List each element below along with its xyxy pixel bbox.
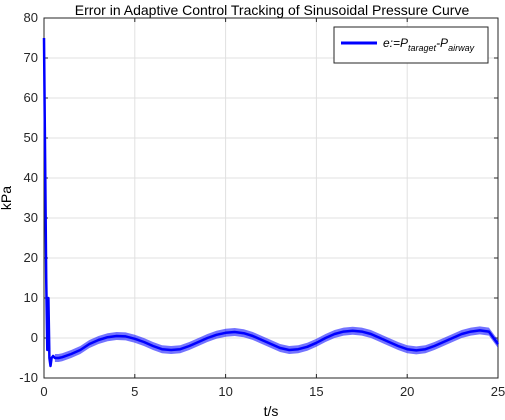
series-layer (42, 37, 500, 368)
y-tick-label: 70 (24, 50, 38, 65)
x-tick-label: 0 (40, 384, 47, 399)
x-tick-label: 5 (131, 384, 138, 399)
x-tick-label: 25 (491, 384, 505, 399)
y-tick-label: -10 (19, 370, 38, 385)
series-line (42, 37, 500, 368)
grid (44, 18, 498, 378)
legend-entry: e:=Ptaraget-Pairway (383, 36, 475, 53)
y-tick-label: 20 (24, 250, 38, 265)
y-axis-label: kPa (0, 186, 14, 210)
legend-box (333, 26, 489, 64)
y-tick-label: 10 (24, 290, 38, 305)
chart-title: Error in Adaptive Control Tracking of Si… (75, 2, 470, 18)
x-tick-label: 15 (309, 384, 323, 399)
plot-frame (43, 17, 499, 379)
legend: e:=Ptaraget-Pairway (333, 26, 489, 64)
y-tick-label: 0 (31, 330, 38, 345)
y-tick-label: 40 (24, 170, 38, 185)
y-tick-label: 50 (24, 130, 38, 145)
x-tick-label: 20 (400, 384, 414, 399)
x-tick-label: 10 (218, 384, 232, 399)
y-tick-label: 30 (24, 210, 38, 225)
y-tick-label: 80 (24, 10, 38, 25)
series-oscillation-band (54, 326, 499, 362)
y-tick-label: 60 (24, 90, 38, 105)
x-axis-label: t/s (264, 403, 279, 419)
